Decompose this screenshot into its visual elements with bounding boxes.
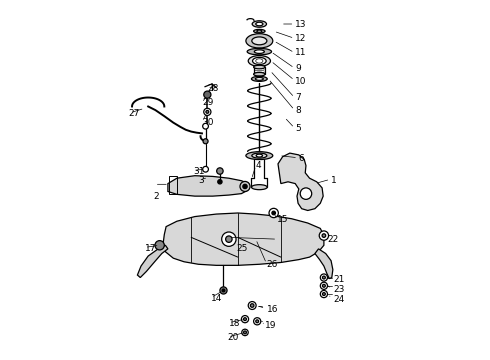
Text: 3: 3 [198, 176, 204, 185]
Ellipse shape [255, 77, 263, 80]
Ellipse shape [256, 154, 263, 157]
Circle shape [203, 123, 208, 129]
Text: 15: 15 [277, 215, 289, 224]
Ellipse shape [252, 21, 267, 27]
Circle shape [203, 166, 208, 172]
Circle shape [319, 231, 329, 240]
Text: 2: 2 [153, 192, 159, 201]
Ellipse shape [254, 50, 265, 53]
Polygon shape [137, 245, 168, 278]
Circle shape [244, 331, 246, 334]
Ellipse shape [256, 22, 263, 26]
Polygon shape [168, 176, 248, 196]
Circle shape [248, 302, 256, 310]
Circle shape [240, 181, 250, 192]
Text: 11: 11 [295, 48, 307, 57]
Circle shape [322, 284, 325, 287]
Text: 22: 22 [327, 235, 339, 244]
Text: 28: 28 [207, 84, 219, 93]
Circle shape [269, 208, 278, 218]
Circle shape [203, 139, 208, 144]
Circle shape [244, 318, 246, 320]
Ellipse shape [246, 152, 273, 159]
Text: 13: 13 [295, 19, 307, 28]
Circle shape [225, 236, 232, 242]
Ellipse shape [251, 185, 267, 190]
Ellipse shape [251, 76, 267, 81]
Ellipse shape [254, 72, 265, 76]
Circle shape [320, 274, 327, 281]
Circle shape [242, 316, 248, 323]
Circle shape [320, 291, 327, 298]
Text: 6: 6 [299, 154, 305, 163]
Text: 17: 17 [145, 244, 156, 253]
Ellipse shape [252, 57, 266, 64]
Circle shape [254, 318, 261, 325]
Circle shape [204, 91, 211, 98]
Circle shape [322, 234, 326, 237]
Text: 27: 27 [128, 109, 140, 118]
Text: 23: 23 [333, 285, 344, 294]
Ellipse shape [252, 37, 267, 45]
Text: 10: 10 [295, 77, 307, 86]
Circle shape [250, 304, 254, 307]
Text: 18: 18 [229, 319, 241, 328]
Text: 16: 16 [267, 305, 278, 314]
Text: 19: 19 [266, 321, 277, 330]
Circle shape [322, 276, 325, 279]
Circle shape [322, 293, 325, 296]
Text: 26: 26 [267, 260, 278, 269]
Text: 5: 5 [295, 123, 301, 132]
Text: 24: 24 [333, 294, 344, 303]
Circle shape [222, 289, 225, 292]
Circle shape [300, 188, 312, 199]
Polygon shape [315, 249, 333, 279]
Ellipse shape [246, 34, 273, 48]
Ellipse shape [247, 48, 271, 55]
Polygon shape [278, 153, 323, 211]
Text: 1: 1 [331, 176, 337, 185]
Circle shape [217, 168, 223, 174]
Text: 9: 9 [295, 64, 301, 73]
Circle shape [206, 111, 209, 113]
Text: 4: 4 [256, 161, 261, 170]
Ellipse shape [254, 30, 265, 33]
Circle shape [256, 320, 259, 323]
Circle shape [242, 329, 248, 336]
Ellipse shape [257, 30, 262, 32]
Polygon shape [163, 213, 324, 265]
Text: 12: 12 [295, 34, 307, 43]
Text: 7: 7 [295, 93, 301, 102]
Circle shape [320, 282, 327, 289]
Text: 25: 25 [236, 244, 247, 253]
Ellipse shape [254, 65, 265, 69]
Circle shape [272, 211, 275, 215]
Circle shape [221, 232, 236, 246]
Ellipse shape [252, 153, 267, 158]
Text: 29: 29 [202, 98, 213, 107]
Circle shape [218, 180, 222, 184]
Circle shape [220, 287, 227, 294]
Circle shape [204, 108, 211, 116]
Text: 14: 14 [211, 294, 222, 303]
Text: 30: 30 [202, 118, 214, 127]
Text: 31: 31 [193, 167, 204, 176]
Text: 20: 20 [228, 333, 239, 342]
Circle shape [155, 240, 164, 250]
Ellipse shape [248, 55, 270, 66]
Circle shape [243, 184, 247, 189]
Text: 8: 8 [295, 105, 301, 114]
Text: 21: 21 [333, 275, 344, 284]
